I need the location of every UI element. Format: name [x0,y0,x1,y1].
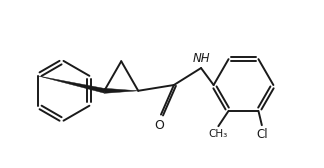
Text: NH: NH [192,52,210,65]
Text: O: O [154,119,164,132]
Text: CH₃: CH₃ [209,129,228,139]
Text: Cl: Cl [256,128,268,141]
Polygon shape [38,76,104,93]
Polygon shape [104,88,138,93]
